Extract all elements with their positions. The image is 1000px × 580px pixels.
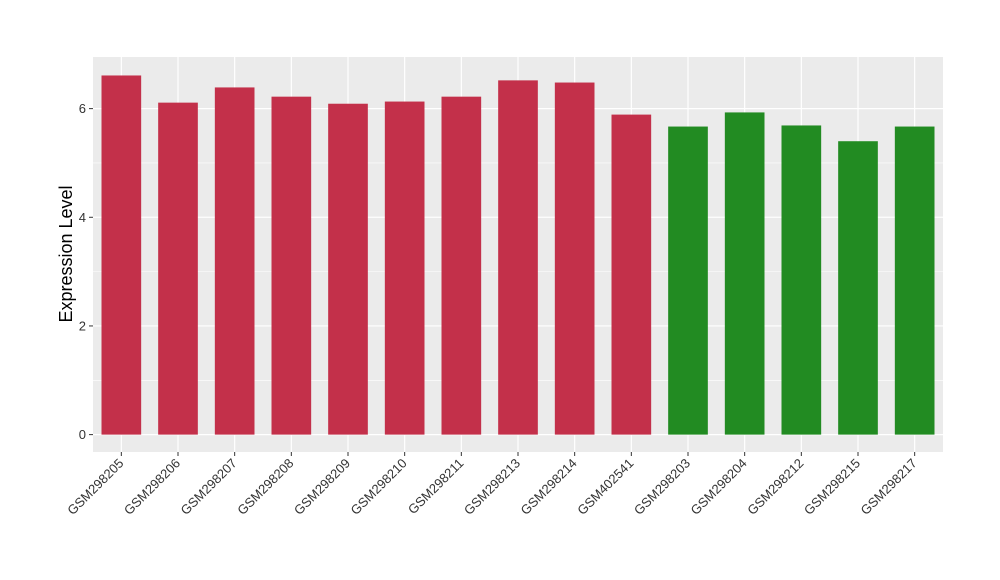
bar-gsm298215 <box>838 141 878 435</box>
x-tick-label: GSM298213 <box>461 456 523 518</box>
y-axis: 0 2 4 6 <box>79 101 93 442</box>
y-tick-label: 6 <box>79 101 86 116</box>
bar-gsm298204 <box>724 112 765 435</box>
x-tick-label: GSM298214 <box>518 456 580 518</box>
bar-gsm298211 <box>441 96 482 435</box>
x-tick-label: GSM298205 <box>64 456 126 518</box>
x-tick-label: GSM298206 <box>121 456 183 518</box>
bars <box>101 75 935 435</box>
bar-gsm298213 <box>498 80 538 435</box>
x-tick-label: GSM298203 <box>631 456 693 518</box>
y-tick-label: 2 <box>79 318 86 333</box>
bar-gsm298206 <box>158 102 198 435</box>
x-tick-label: GSM298204 <box>688 456 750 518</box>
x-tick-label: GSM298217 <box>858 456 920 518</box>
bar-gsm298212 <box>781 125 822 435</box>
bar-gsm298203 <box>668 126 708 435</box>
x-tick-label: GSM298215 <box>801 456 863 518</box>
bar-gsm298210 <box>384 101 425 435</box>
y-axis-title: Expression Level <box>56 185 76 322</box>
bar-gsm298207 <box>214 87 255 435</box>
x-tick-label: GSM402541 <box>574 456 636 518</box>
x-tick-label: GSM298209 <box>291 456 353 518</box>
x-tick-label: GSM298207 <box>178 456 240 518</box>
x-tick-label: GSM298210 <box>348 456 410 518</box>
bar-gsm298208 <box>271 96 312 435</box>
x-tick-label: GSM298211 <box>405 456 467 518</box>
y-tick-label: 0 <box>79 427 86 442</box>
bar-gsm402541 <box>611 114 652 435</box>
y-tick-label: 4 <box>79 210 86 225</box>
x-axis: GSM298205GSM298206GSM298207GSM298208GSM2… <box>64 452 920 518</box>
bar-gsm298209 <box>328 103 368 435</box>
x-tick-label: GSM298208 <box>234 456 296 518</box>
bar-gsm298205 <box>101 75 142 435</box>
x-tick-label: GSM298212 <box>744 456 806 518</box>
bar-gsm298217 <box>894 126 935 435</box>
bar-gsm298214 <box>554 82 595 435</box>
